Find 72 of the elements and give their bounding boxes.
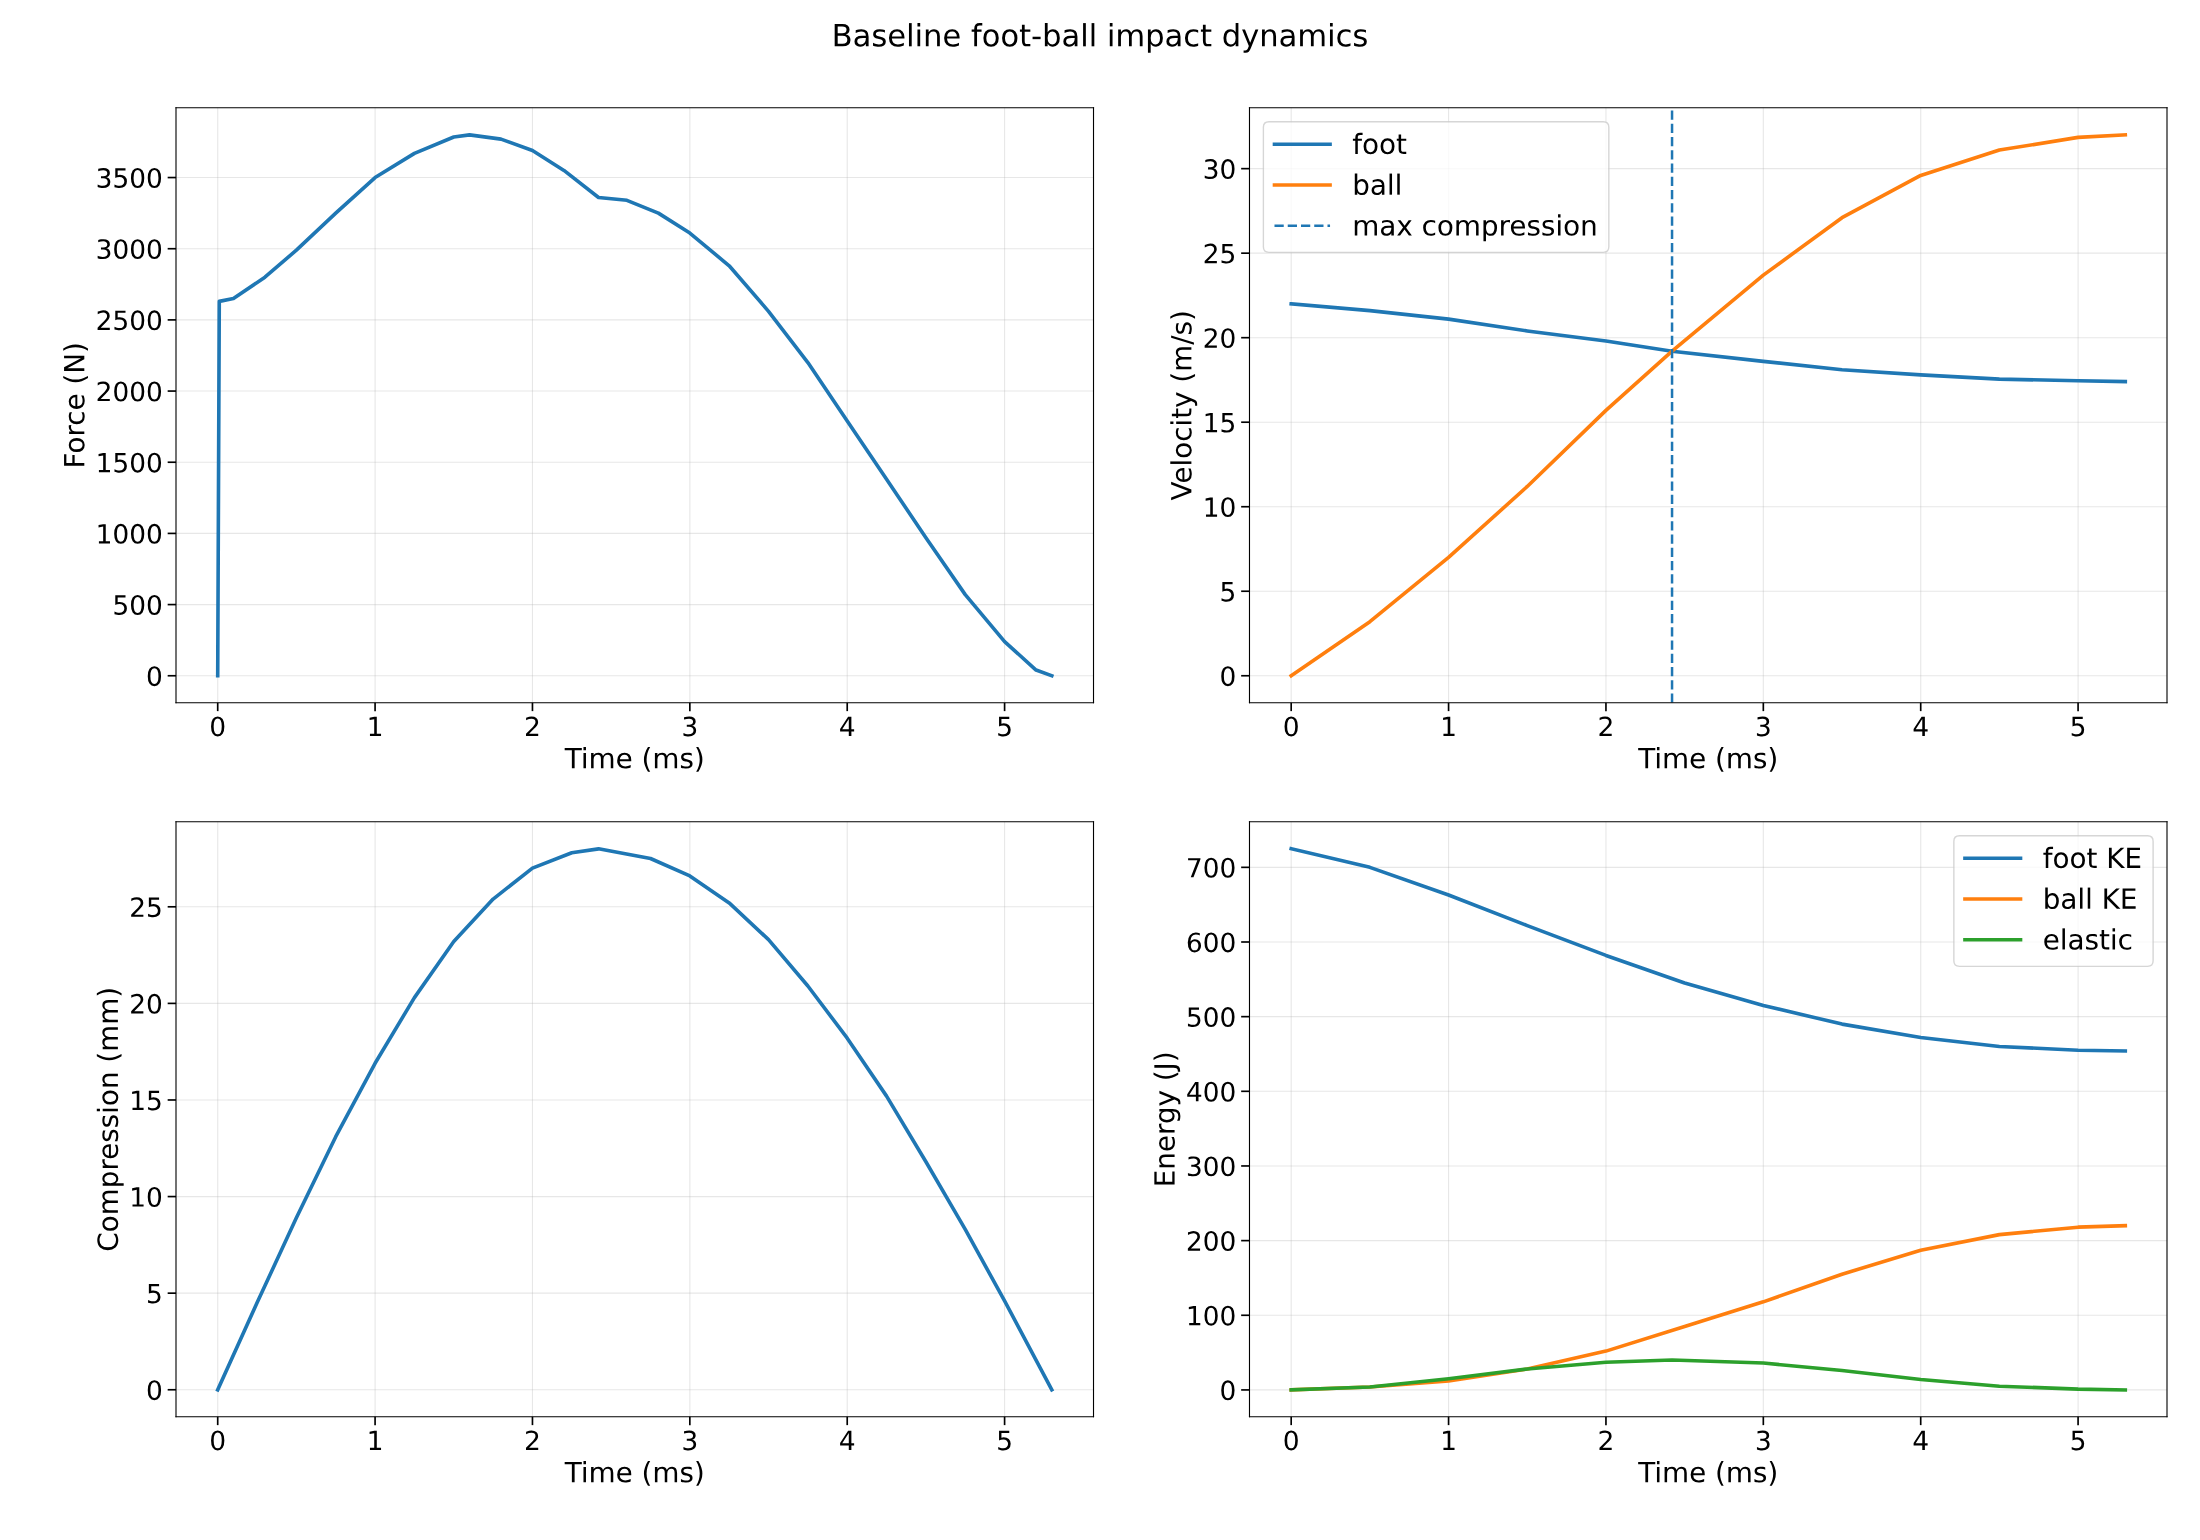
y-tick-label: 1000 [98,523,162,544]
x-tick-label: 3 [683,1430,697,1451]
line-series [1289,1358,2128,1392]
x-tick-label: 4 [1913,1430,1928,1451]
y-tick-label: 3000 [97,239,162,260]
x-tick-label: 3 [1756,1430,1770,1451]
y-tick-label: 3500 [97,167,162,188]
y-tick-label: 100 [1188,1305,1235,1326]
y-tick-label: 0 [147,1380,162,1401]
x-tick-label: 2 [1599,716,1612,737]
chart-title: Baseline foot-ball impact dynamics [834,23,1367,53]
x-tick-label: 2 [526,716,539,737]
legend-label: foot KE [2043,846,2141,869]
x-tick-label: 5 [2071,716,2085,737]
x-axis-title: Time (ms) [1638,1461,1776,1486]
y-tick-label: 25 [131,897,161,918]
y-tick-label: 0 [147,666,162,687]
y-tick-label: 5 [1221,582,1234,602]
y-tick-label: 0 [1221,1380,1235,1401]
line-series [215,847,1054,1392]
y-tick-label: 5 [148,1283,161,1304]
y-tick-label: 15 [1205,412,1234,433]
x-tick-label: 1 [369,1430,382,1451]
y-axis-title: Force (N) [63,344,88,466]
x-tick-label: 5 [2071,1430,2085,1451]
x-tick-label: 2 [1599,1430,1612,1451]
y-tick-label: 30 [1204,159,1235,180]
y-axis-title: Compression (mm) [96,989,124,1251]
x-axis-title: Time (ms) [564,747,703,772]
x-tick-label: 0 [1284,1430,1298,1451]
x-tick-label: 3 [683,716,697,737]
x-tick-label: 0 [211,716,225,737]
x-tick-label: 0 [211,1430,225,1451]
x-axis-title: Time (ms) [1638,747,1776,772]
ref-line-label: max compression [1354,214,1596,242]
x-tick-label: 1 [1443,716,1455,737]
line-series [215,133,1054,678]
y-tick-label: 0 [1221,666,1235,687]
y-tick-label: 500 [114,595,162,615]
legend-label: elastic [2044,928,2132,950]
x-tick-label: 2 [526,1430,539,1451]
y-tick-label: 700 [1188,857,1235,878]
legend-label: ball [1354,173,1400,196]
y-tick-label: 2500 [97,310,162,331]
x-tick-label: 5 [998,716,1011,737]
y-tick-label: 500 [1187,1007,1235,1028]
x-tick-label: 4 [840,1430,855,1451]
y-tick-label: 20 [131,993,162,1014]
x-tick-label: 4 [840,716,855,737]
x-tick-label: 5 [998,1430,1011,1451]
y-tick-label: 400 [1187,1081,1235,1102]
y-tick-label: 15 [132,1090,161,1111]
y-tick-label: 200 [1187,1231,1235,1252]
y-tick-label: 10 [1205,497,1235,518]
y-tick-label: 600 [1187,932,1235,953]
legend-label: ball KE [2045,887,2136,910]
x-tick-label: 0 [1284,716,1298,737]
x-tick-label: 3 [1756,716,1770,737]
y-tick-label: 10 [132,1187,162,1207]
x-tick-label: 4 [1913,716,1928,737]
y-axis-title: Velocity (m/s) [1170,312,1198,501]
y-tick-label: 300 [1187,1156,1235,1177]
y-tick-label: 1500 [98,452,162,473]
x-axis-title: Time (ms) [564,1461,703,1486]
y-tick-label: 25 [1204,243,1234,264]
x-tick-label: 1 [1443,1430,1455,1451]
y-axis-title: Energy (J) [1153,1053,1181,1185]
legend-label: foot [1352,132,1407,155]
x-tick-label: 1 [369,716,382,737]
y-tick-label: 20 [1204,328,1235,349]
y-tick-label: 2000 [97,381,162,402]
line-series [1289,133,2128,678]
